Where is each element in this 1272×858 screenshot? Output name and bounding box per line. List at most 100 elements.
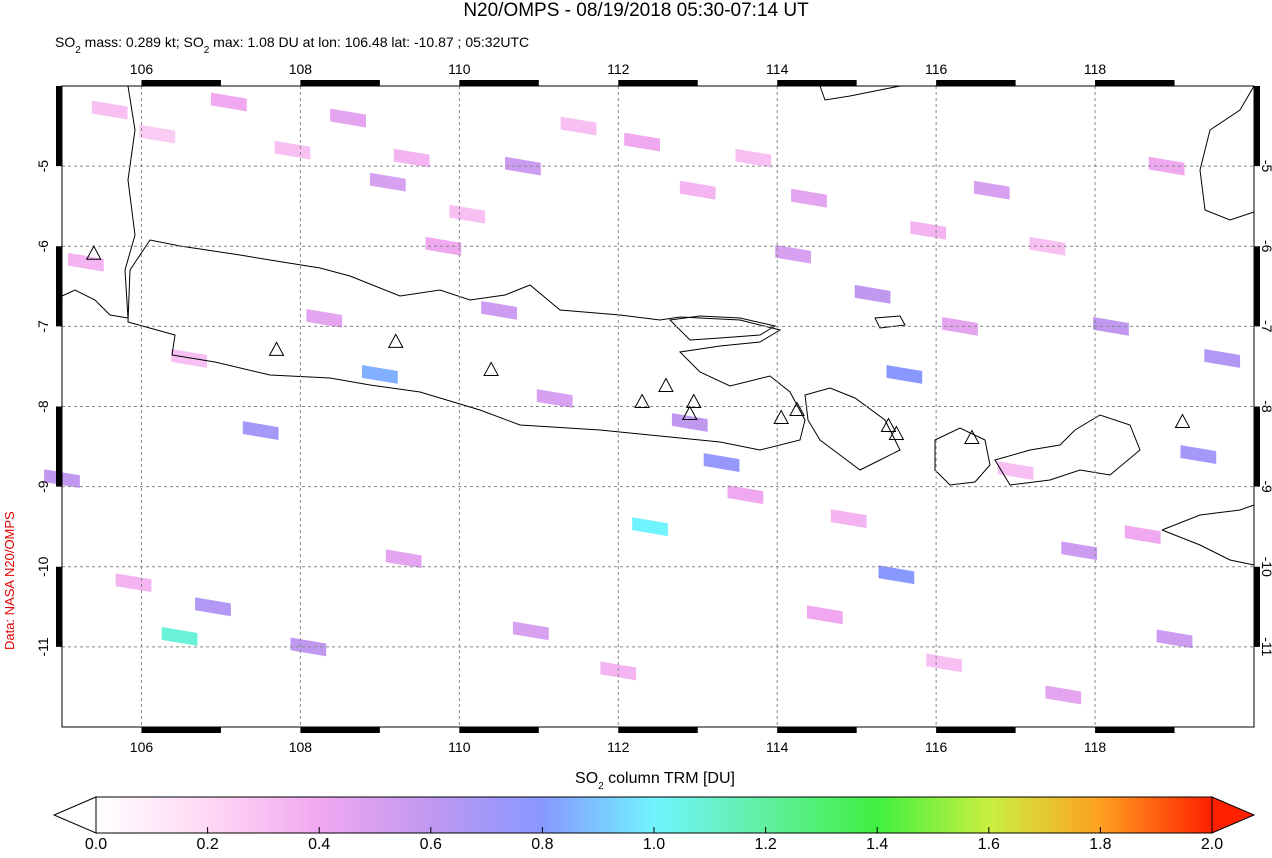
so2-cell <box>211 92 247 112</box>
colorbar-under <box>52 796 97 834</box>
so2-cell <box>854 284 891 304</box>
frame-bar <box>1254 566 1260 647</box>
volcano <box>789 401 805 417</box>
y-tick-label: -10 <box>1259 557 1272 577</box>
frame-bar <box>777 727 857 733</box>
so2-cell <box>830 509 867 529</box>
volcano <box>85 245 102 260</box>
frame-bar <box>300 727 380 733</box>
volcano <box>964 429 980 445</box>
so2-cell <box>997 461 1034 481</box>
coastline <box>819 85 1255 221</box>
y-tick-label: -10 <box>35 556 51 576</box>
colorbar-tick-label: 1.6 <box>978 836 1000 853</box>
so2-cell <box>139 124 176 144</box>
so2-cell <box>242 421 279 440</box>
so2-cell <box>161 627 198 646</box>
volcano <box>681 405 698 421</box>
volcano <box>1174 413 1191 429</box>
so2-cell <box>1093 316 1129 336</box>
frame-bar <box>459 80 539 86</box>
y-tick-label: -5 <box>1259 160 1272 173</box>
coastline <box>934 427 991 486</box>
so2-cell <box>505 156 541 176</box>
colorbar: 0.0 0.2 0.4 0.6 0.8 1.0 1.2 1.4 1.6 1.8 2.0 <box>52 796 1256 853</box>
frame-bar <box>459 727 539 733</box>
colorbar-tick-label: 1.0 <box>643 836 665 853</box>
colorbar-label: SO2 column TRM [DU] <box>575 770 735 792</box>
so2-cell <box>385 549 422 569</box>
volcano <box>888 425 905 441</box>
x-tick-label: 110 <box>448 61 471 77</box>
subtitle: SO2 mass: 0.289 kt; SO2 max: 1.08 DU at … <box>55 34 529 56</box>
so2-cell <box>361 365 398 384</box>
colorbar-tick-label: 1.4 <box>866 836 888 853</box>
x-tick-label: 118 <box>1084 739 1107 755</box>
x-tick-label: 114 <box>766 739 789 755</box>
so2-cell <box>878 565 915 585</box>
so2-cell <box>536 389 573 408</box>
so2-cell <box>171 349 208 368</box>
volcano <box>634 393 650 408</box>
x-tick-label: 112 <box>607 61 630 77</box>
volcano <box>880 417 897 433</box>
x-tick-label: 116 <box>925 61 948 77</box>
so2-cell <box>1180 445 1217 464</box>
so2-cell <box>1156 629 1193 649</box>
text-part: SO <box>55 34 75 50</box>
x-tick-label: 116 <box>925 739 948 755</box>
so2-cell <box>274 140 311 160</box>
x-tick-label: 108 <box>289 61 313 77</box>
so2-cell <box>481 300 517 320</box>
frame-bar <box>1095 80 1175 86</box>
so2-cell <box>727 485 764 505</box>
frame-bar <box>618 80 698 86</box>
y-tick-label: -9 <box>35 480 51 493</box>
volcano <box>387 333 404 348</box>
text-part: max: 1.08 DU at lon: 106.48 lat: -10.87 … <box>209 34 529 50</box>
frame-bar <box>141 80 221 86</box>
colorbar-tick-label: 1.2 <box>754 836 776 853</box>
so2-cell <box>306 308 343 328</box>
so2-cell <box>942 316 978 336</box>
colorbar-tick-label: 1.8 <box>1089 836 1111 853</box>
frame-bar <box>1254 86 1260 167</box>
colorbar-tick-label: 0.6 <box>420 836 442 853</box>
x-tick-label: 114 <box>766 61 789 77</box>
title: N20/OMPS - 08/19/2018 05:30-07:14 UT <box>463 0 809 21</box>
coastline <box>994 414 1141 486</box>
colorbar-tick-label: 0.0 <box>85 836 107 853</box>
y-tick-label: -7 <box>1259 320 1272 333</box>
x-tick-label: 106 <box>130 739 154 755</box>
x-tick-label: 112 <box>607 739 630 755</box>
frame-bar <box>56 86 62 167</box>
so2-cell <box>1124 525 1161 545</box>
coastline <box>804 387 901 471</box>
y-tick-label: -9 <box>1259 480 1272 493</box>
frame-bar <box>1254 246 1260 327</box>
so2-cell <box>791 188 827 208</box>
colorbar-over <box>1211 796 1256 834</box>
y-tick-label: -6 <box>1259 240 1272 253</box>
x-tick-label: 106 <box>130 61 154 77</box>
so2-cell <box>1045 685 1082 705</box>
so2-cell <box>632 517 668 537</box>
frame-bar <box>300 80 380 86</box>
so2-cell <box>195 597 231 617</box>
so2-cell <box>926 653 962 673</box>
colorbar-tick-label: 0.4 <box>308 836 330 853</box>
frame-bar <box>1254 406 1260 487</box>
coastlines <box>61 85 1255 566</box>
y-tick-label: -5 <box>35 160 51 173</box>
so2-cell <box>1061 541 1098 561</box>
frame-bar <box>56 406 62 487</box>
so2-cell <box>807 605 843 625</box>
volcano <box>658 377 674 392</box>
subscript: 2 <box>204 45 210 56</box>
frame-bar <box>141 727 221 733</box>
x-tick-label: 118 <box>1084 61 1107 77</box>
frame-bar <box>777 80 857 86</box>
y-tick-label: -11 <box>35 637 51 656</box>
so2-cell <box>679 180 716 200</box>
